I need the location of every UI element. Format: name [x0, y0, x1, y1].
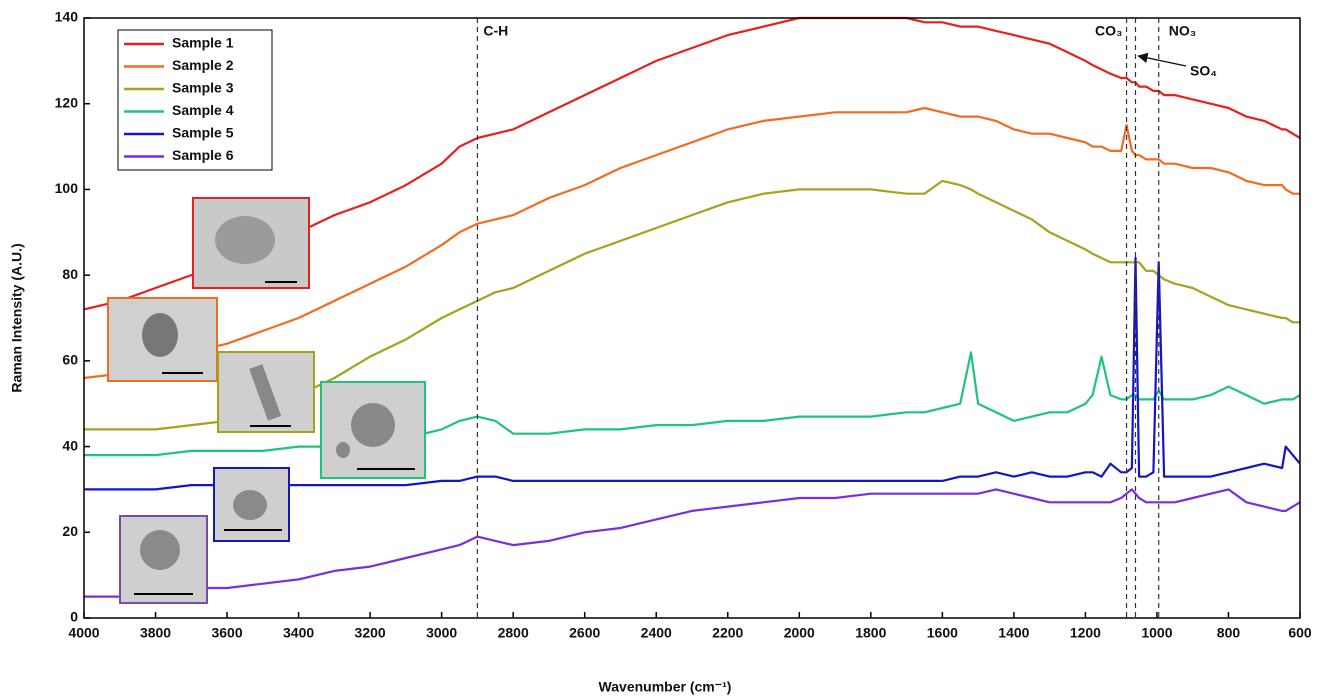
x-tick-label: 600: [1288, 625, 1312, 641]
series-line: [83, 106, 1300, 380]
y-tick-label: 140: [55, 9, 79, 25]
x-tick-label: 2200: [712, 625, 743, 641]
legend-label: Sample 6: [172, 147, 234, 163]
x-tick-label: 3600: [211, 625, 242, 641]
x-tick-label: 800: [1217, 625, 1241, 641]
plot-area: 0 20 40 60 80 100 120 140 4000 3800 3600 3400 3200 30…: [55, 9, 1312, 641]
x-axis-title: Wavenumber (cm⁻¹): [599, 679, 732, 695]
inset-image: [213, 467, 290, 542]
x-tick-label: 1200: [1070, 625, 1101, 641]
annotation-label: CO₃: [1095, 23, 1122, 39]
x-tick-label: 2600: [569, 625, 600, 641]
annotation-label: C-H: [483, 23, 508, 39]
x-tick-label: 1000: [1141, 625, 1172, 641]
series-line: [84, 256, 1301, 491]
x-tick-label: 3800: [140, 625, 171, 641]
legend: Sample 1 Sample 2 Sample 3 Sample 4 Sample 5…: [117, 29, 273, 171]
inset-image: [107, 297, 218, 382]
legend-label: Sample 5: [172, 125, 234, 141]
x-tick-label: 1600: [927, 625, 958, 641]
annotation-arrow: [1137, 52, 1187, 67]
y-tick-label: 0: [70, 609, 78, 625]
x-tick-label: 1800: [855, 625, 886, 641]
x-tick-label: 2400: [641, 625, 672, 641]
y-tick-label: 100: [55, 180, 79, 196]
x-tick-label: 3400: [283, 625, 314, 641]
y-tick-label: 20: [62, 523, 78, 539]
series-line: [84, 179, 1300, 431]
annotation-label: SO₄: [1190, 63, 1217, 79]
legend-label: Sample 3: [172, 80, 234, 96]
y-tick-label: 80: [62, 266, 78, 282]
legend-label: Sample 1: [172, 35, 234, 51]
inset-image: [119, 515, 208, 604]
x-tick-label: 2000: [784, 625, 815, 641]
y-tick-label: 120: [55, 94, 79, 110]
legend-label: Sample 2: [172, 57, 234, 73]
x-tick-label: 1400: [998, 625, 1029, 641]
inset-image: [217, 351, 315, 433]
legend-label: Sample 4: [172, 102, 234, 118]
annotation-label: NO₃: [1169, 23, 1196, 39]
inset-image: [192, 197, 310, 289]
y-axis-title: Raman Intensity (A.U.): [9, 243, 25, 392]
y-tick-label: 60: [62, 352, 78, 368]
insets: [107, 197, 426, 604]
x-tick-label: 3200: [355, 625, 386, 641]
series-line: [83, 16, 1301, 311]
plot-frame: [83, 17, 1301, 619]
x-tick-label: 3000: [426, 625, 457, 641]
y-tick-label: 40: [62, 437, 78, 453]
inset-image: [320, 381, 426, 479]
series-line: [84, 488, 1301, 598]
series-line: [84, 351, 1301, 457]
x-tick-label: 2800: [498, 625, 529, 641]
x-tick-label: 4000: [68, 625, 99, 641]
